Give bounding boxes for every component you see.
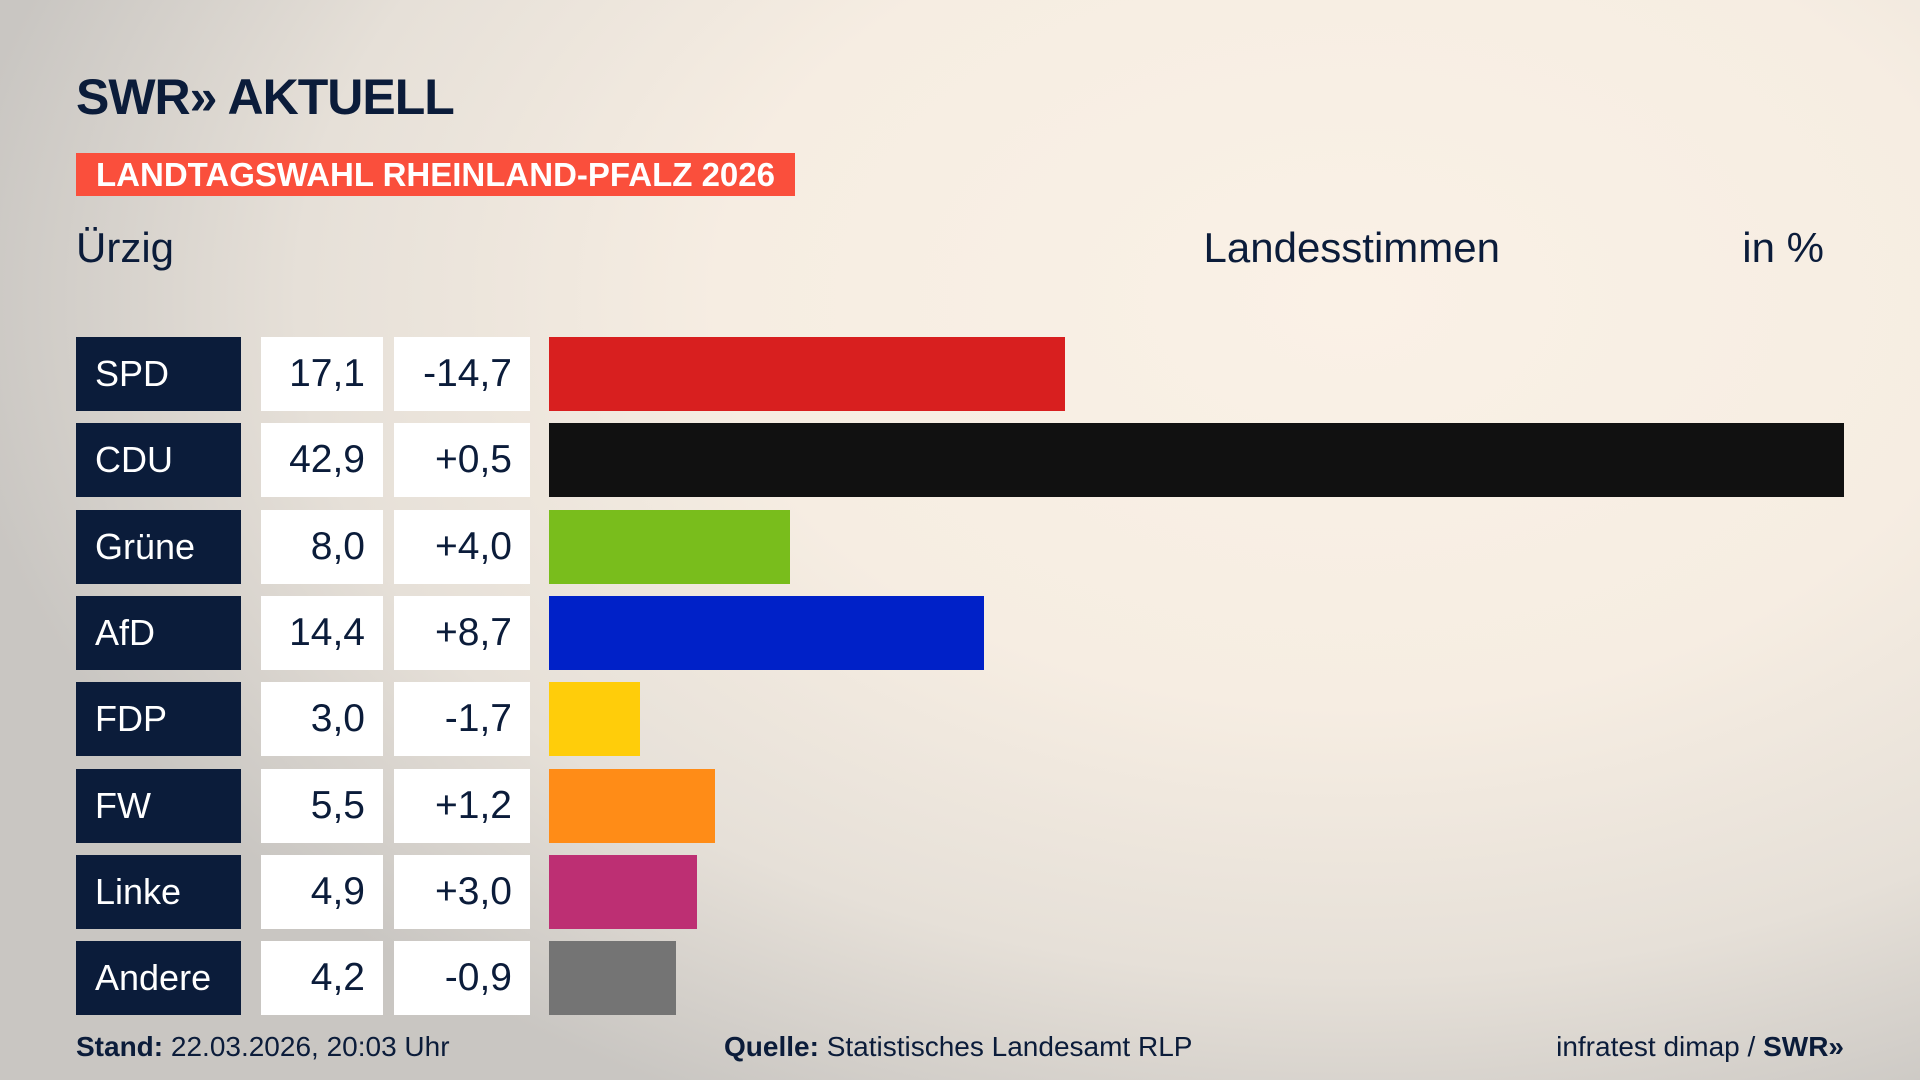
- timestamp: Stand: 22.03.2026, 20:03 Uhr: [76, 1030, 450, 1064]
- result-row: FDP 3,0 -1,7: [76, 682, 1876, 757]
- vote-change: +8,7: [394, 595, 530, 670]
- party-label: Andere: [76, 941, 241, 1016]
- party-label: Grüne: [76, 509, 241, 584]
- vote-change: +1,2: [394, 768, 530, 843]
- vote-change: -1,7: [394, 682, 530, 757]
- vote-share: 5,5: [261, 768, 383, 843]
- result-row: Linke 4,9 +3,0: [76, 854, 1876, 929]
- bar-fw: [549, 768, 716, 843]
- bar-afd: [549, 595, 984, 670]
- result-row: CDU 42,9 +0,5: [76, 423, 1876, 498]
- party-label: AfD: [76, 595, 241, 670]
- result-row: Grüne 8,0 +4,0: [76, 509, 1876, 584]
- bar-grüne: [549, 509, 791, 584]
- credit: infratest dimap / SWR»: [1556, 1030, 1844, 1064]
- vote-share: 3,0: [261, 682, 383, 757]
- result-row: SPD 17,1 -14,7: [76, 337, 1876, 411]
- vote-change: -14,7: [394, 337, 530, 411]
- party-label: CDU: [76, 423, 241, 498]
- credit-text: infratest dimap /: [1556, 1031, 1756, 1062]
- vote-change: -0,9: [394, 941, 530, 1016]
- bar-linke: [549, 854, 697, 929]
- vote-share: 4,2: [261, 941, 383, 1016]
- stand-label: Stand:: [76, 1031, 164, 1062]
- result-row: AfD 14,4 +8,7: [76, 595, 1876, 670]
- bar-fdp: [549, 682, 640, 757]
- vote-change: +4,0: [394, 509, 530, 584]
- vote-share: 4,9: [261, 854, 383, 929]
- party-label: SPD: [76, 337, 241, 411]
- swr-logo: SWR»: [1763, 1031, 1844, 1062]
- result-row: FW 5,5 +1,2: [76, 768, 1876, 843]
- vote-share: 17,1: [261, 337, 383, 411]
- vote-change: +3,0: [394, 854, 530, 929]
- source-label: Quelle:: [724, 1031, 819, 1062]
- measure-label: Landesstimmen: [1203, 224, 1500, 271]
- party-label: Linke: [76, 854, 241, 929]
- vote-share: 42,9: [261, 423, 383, 498]
- unit-label: in %: [1742, 224, 1824, 271]
- source: Quelle: Statistisches Landesamt RLP: [724, 1030, 1192, 1064]
- vote-change: +0,5: [394, 423, 530, 498]
- vote-share: 8,0: [261, 509, 383, 584]
- bar-cdu: [549, 423, 1844, 498]
- party-label: FDP: [76, 682, 241, 757]
- party-label: FW: [76, 768, 241, 843]
- bar-spd: [549, 337, 1066, 411]
- source-value: Statistisches Landesamt RLP: [826, 1031, 1193, 1062]
- election-banner: LANDTAGSWAHL RHEINLAND-PFALZ 2026: [76, 153, 795, 196]
- result-row: Andere 4,2 -0,9: [76, 941, 1876, 1016]
- stand-value: 22.03.2026, 20:03 Uhr: [170, 1031, 450, 1062]
- location-title: Ürzig: [76, 224, 175, 271]
- bar-andere: [549, 941, 676, 1016]
- vote-share: 14,4: [261, 595, 383, 670]
- swr-aktuell-logo: SWR» AKTUELL: [76, 69, 455, 125]
